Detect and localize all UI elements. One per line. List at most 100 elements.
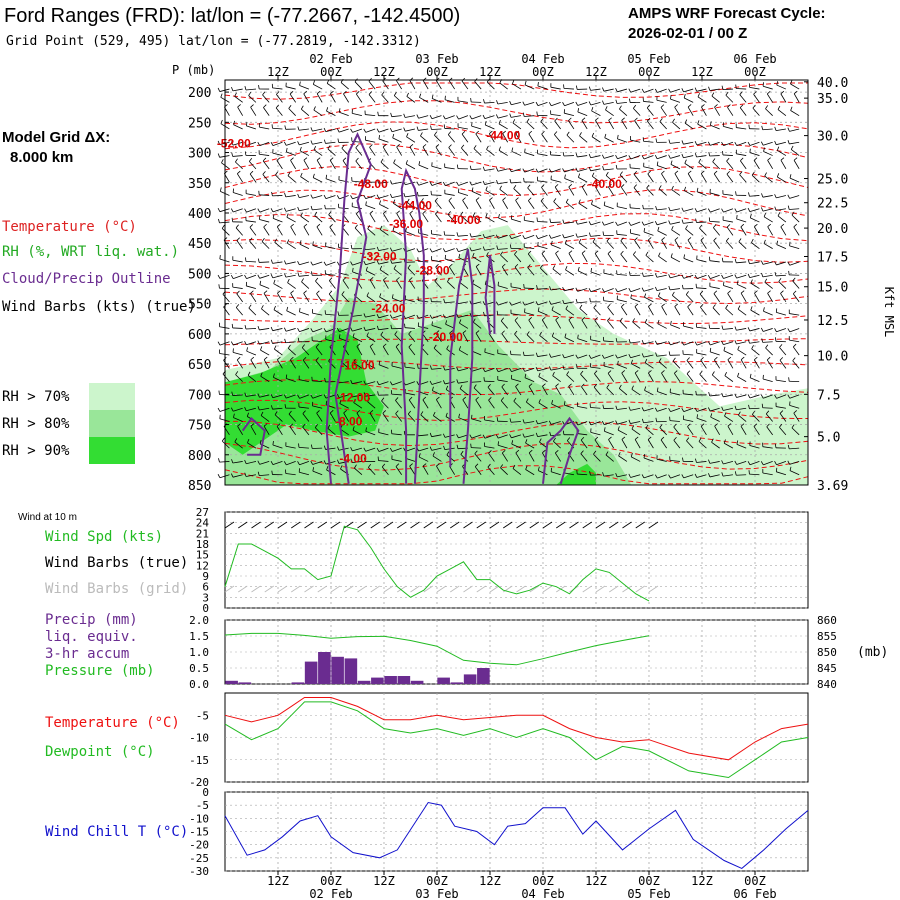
wind-barb [378, 447, 389, 452]
wind-barb-flag [655, 138, 658, 143]
wind-barb [420, 201, 429, 210]
wind-barb [526, 121, 535, 130]
wind-barb-flag [324, 204, 326, 209]
wind-barb [700, 426, 707, 436]
wind-barb [462, 399, 469, 409]
wind-barb [524, 301, 535, 306]
wind-barb [657, 165, 667, 170]
cloud-outline [400, 167, 425, 484]
wind-barb-flag [310, 460, 314, 465]
wind-barb-flag [641, 353, 645, 358]
wind-barb [459, 349, 469, 356]
wind-barb-flag [416, 314, 420, 319]
chill-tick-label: -25 [189, 852, 209, 865]
wind-barb [736, 407, 747, 411]
wind-barb [458, 367, 469, 372]
wind-barb [537, 434, 548, 437]
wind-barb-flag [681, 274, 685, 279]
wind-barb [643, 101, 654, 103]
wind-barb [380, 161, 389, 170]
wind-barb-flag [725, 237, 730, 242]
wind-barb-flag [341, 144, 345, 149]
wind-barb [740, 293, 747, 303]
height-tick-label: 17.5 [817, 251, 848, 266]
wind-barb [792, 346, 800, 356]
wind-barb-flag [739, 91, 743, 95]
wind-barb-flag [409, 463, 413, 467]
wind-barb [525, 442, 535, 449]
wind-barb [789, 208, 800, 210]
wind-barb-flag [469, 233, 472, 238]
wind-barb [392, 381, 402, 386]
wind-barb [568, 120, 575, 130]
pressure-tick-label: 860 [817, 614, 837, 627]
wind-barb [312, 141, 323, 145]
wind-barb-flag [525, 439, 528, 444]
wind-barb-flag [407, 410, 411, 415]
wind-barb [684, 190, 694, 196]
wind-barb [604, 205, 614, 210]
wind-barb-flag [514, 330, 518, 335]
wind-barb [553, 201, 561, 210]
wind-barb [487, 387, 495, 396]
wind-barb [315, 360, 323, 369]
wind-barb [753, 359, 760, 369]
wind-barb [593, 386, 601, 396]
wind-barb-flag [257, 460, 260, 465]
wind-barb [762, 128, 773, 131]
wind-barb-flag [575, 287, 578, 292]
wind-barb [325, 128, 336, 133]
wind-barb [380, 229, 389, 236]
precip-bar [450, 682, 464, 684]
height-tick-label: 25.0 [817, 173, 848, 188]
wind-barb [763, 243, 773, 249]
wind-barb [674, 373, 681, 382]
wind-barb-flag [562, 365, 565, 370]
wind-barb-flag [601, 154, 605, 159]
wind-barb [646, 107, 654, 116]
wind-barb [404, 327, 415, 329]
wind-barb [643, 354, 654, 358]
wind-barb [246, 341, 257, 346]
wind-barb-flag [312, 80, 315, 85]
wind-barb [391, 393, 402, 396]
wind-barb [409, 213, 416, 223]
wind-barb [578, 242, 588, 249]
wind-barb [458, 257, 469, 263]
wind-barb [290, 293, 297, 303]
wind-barb-flag [708, 391, 711, 397]
wind-barb [368, 80, 376, 90]
wind-barb-flag [575, 101, 579, 106]
wind-barb [485, 124, 495, 130]
wind-barb-flag [562, 234, 565, 239]
wind-barb-flag [553, 198, 557, 202]
wind-barb-flag [286, 306, 289, 311]
wind-barb-flag [429, 314, 433, 319]
cloud-outline [542, 416, 580, 485]
wind-barb-flag [648, 303, 652, 307]
wind-barb [564, 472, 574, 476]
wind-barb [436, 399, 442, 409]
wind-barb-flag [310, 140, 313, 145]
wind-barb [779, 413, 787, 422]
wind-barb-flag [765, 344, 769, 349]
wind-barb-flag [764, 172, 767, 177]
wind-barb [286, 310, 296, 316]
wind-barb-flag [429, 248, 433, 253]
wind-barb-flag [552, 265, 556, 270]
wind-barb [537, 180, 548, 183]
wind-barb-flag [329, 224, 333, 228]
wind-barb [431, 165, 442, 170]
wind-barb-flag [727, 290, 731, 294]
wind-barb [233, 208, 243, 213]
wind-barb-flag [513, 397, 517, 402]
wind-barb-flag [721, 340, 724, 345]
temperature-contour [224, 237, 809, 263]
wind-barb [780, 226, 787, 236]
true-wind-barb [556, 521, 566, 529]
wind-barb [286, 378, 296, 383]
wind-barb-flag [405, 160, 408, 165]
wind-barb [461, 80, 469, 90]
wind-barb [325, 273, 336, 276]
